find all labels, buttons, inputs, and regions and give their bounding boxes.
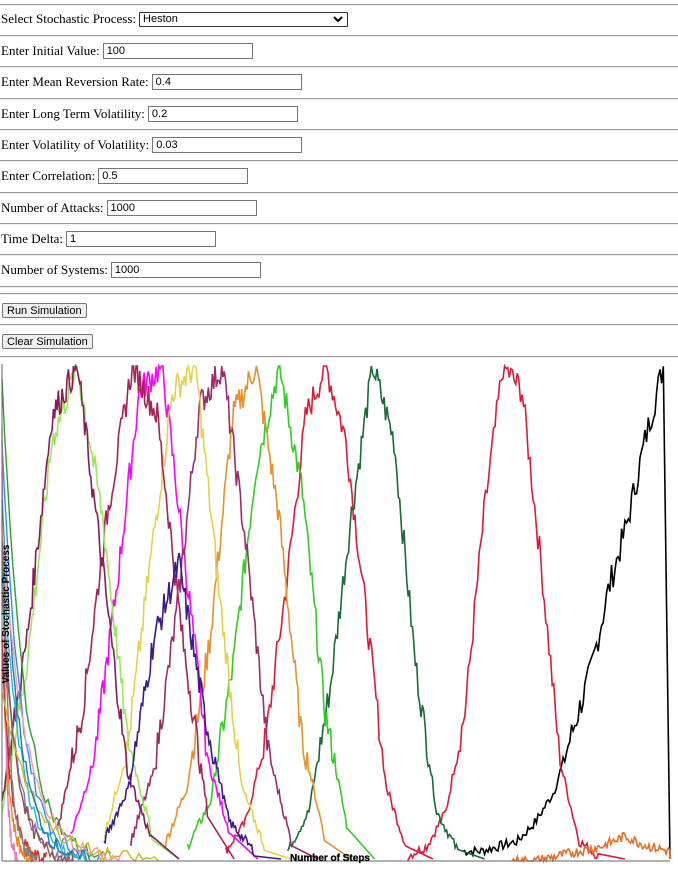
y-axis-label: Values of Stochastic Process <box>1 544 12 683</box>
series-line-2 <box>225 365 434 860</box>
attacks-input[interactable]: 1000 <box>106 200 257 216</box>
series-line-8 <box>103 364 292 860</box>
systems-label: Number of Systems: <box>1 262 108 277</box>
process-row: Select Stochastic Process: Heston <box>1 9 349 29</box>
decay-line-0 <box>1 442 101 862</box>
field-row-time-delta: Time Delta: 1 <box>1 229 216 249</box>
correlation-input[interactable]: 0.5 <box>98 168 249 184</box>
long-term-vol-input[interactable]: 0.2 <box>147 106 298 122</box>
clear-simulation-button[interactable]: Clear Simulation <box>2 334 93 349</box>
divider <box>0 35 678 37</box>
time-delta-label: Time Delta: <box>1 231 63 246</box>
divider <box>0 324 678 326</box>
field-row-attacks: Number of Attacks: 1000 <box>1 198 257 218</box>
decay-line-1 <box>1 632 36 864</box>
divider <box>0 98 678 100</box>
decay-line-11 <box>1 519 123 864</box>
series-line-3 <box>286 365 485 860</box>
decay-line-5 <box>1 427 19 862</box>
decay-line-9 <box>1 691 159 864</box>
series-line-6 <box>70 364 259 860</box>
mean-reversion-input[interactable]: 0.4 <box>151 74 302 90</box>
series-line-10 <box>1 365 180 860</box>
field-row-vol-of-vol: Enter Volatility of Volatility: 0.03 <box>1 135 303 155</box>
process-label: Select Stochastic Process: <box>1 11 137 26</box>
field-row-mean-reversion: Enter Mean Reversion Rate: 0.4 <box>1 72 302 92</box>
series-line-4 <box>186 365 376 860</box>
divider <box>0 4 678 6</box>
initial-value-label: Enter Initial Value: <box>1 43 100 58</box>
x-axis-label: Number of Steps <box>290 853 370 864</box>
decay-line-8 <box>1 522 38 861</box>
process-select[interactable]: Heston <box>139 11 349 27</box>
field-row-systems: Number of Systems: 1000 <box>1 260 261 280</box>
process-select-value: Heston <box>143 13 178 25</box>
attacks-label: Number of Attacks: <box>1 200 104 215</box>
series-line-13 <box>511 831 671 864</box>
field-row-initial: Enter Initial Value: 100 <box>1 41 253 61</box>
simulation-chart: Number of Steps Values of Stochastic Pro… <box>1 364 671 864</box>
time-delta-input[interactable]: 1 <box>66 231 216 247</box>
divider <box>0 192 678 194</box>
initial-value-input[interactable]: 100 <box>102 43 253 59</box>
systems-input[interactable]: 1000 <box>110 262 261 278</box>
vol-of-vol-label: Enter Volatility of Volatility: <box>1 137 150 152</box>
divider <box>0 356 678 358</box>
divider <box>0 223 678 225</box>
series-layer <box>1 364 671 864</box>
divider <box>0 160 678 162</box>
mean-reversion-label: Enter Mean Reversion Rate: <box>1 74 149 89</box>
field-row-correlation: Enter Correlation: 0.5 <box>1 166 249 186</box>
series-line-11 <box>1 364 180 860</box>
long-term-vol-label: Enter Long Term Volatility: <box>1 106 145 121</box>
vol-of-vol-input[interactable]: 0.03 <box>152 137 303 153</box>
run-simulation-button[interactable]: Run Simulation <box>2 303 87 318</box>
decay-line-6 <box>1 378 112 860</box>
series-line-5 <box>163 365 352 860</box>
divider <box>0 254 678 256</box>
series-line-1 <box>407 364 626 861</box>
series-line-7 <box>130 365 319 860</box>
divider <box>0 66 678 68</box>
divider <box>0 286 678 288</box>
series-line-9 <box>56 365 235 860</box>
decay-line-3 <box>1 541 88 862</box>
decay-line-10 <box>1 499 89 862</box>
series-line-12 <box>103 552 281 860</box>
divider <box>0 293 678 295</box>
field-row-long-term-vol: Enter Long Term Volatility: 0.2 <box>1 104 298 124</box>
chevron-down-icon <box>333 16 343 23</box>
series-line-0 <box>462 366 671 860</box>
correlation-label: Enter Correlation: <box>1 168 96 183</box>
decay-line-4 <box>1 579 74 863</box>
divider <box>0 129 678 131</box>
